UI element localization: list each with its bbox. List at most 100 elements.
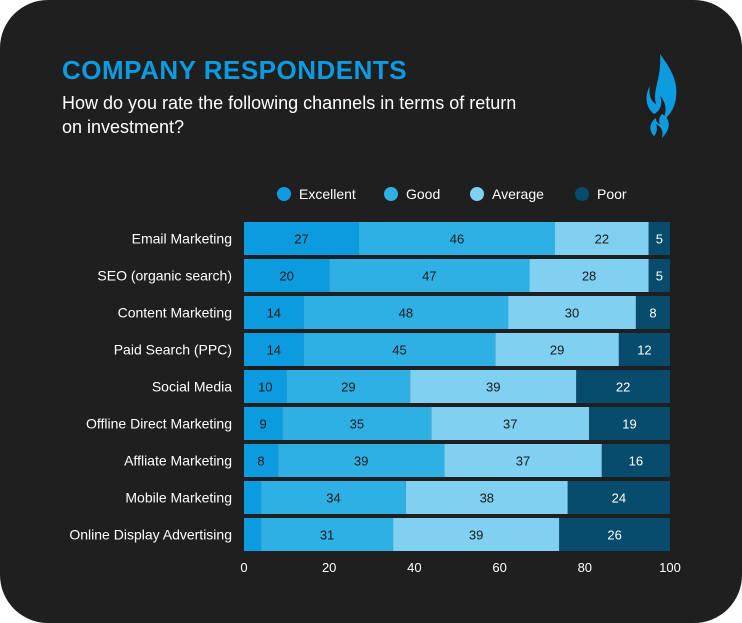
bar-segment <box>618 333 670 366</box>
bar-segment <box>244 444 279 477</box>
data-label: 47 <box>422 269 436 284</box>
bar-segment <box>244 370 287 403</box>
data-label: 37 <box>503 417 517 432</box>
bar-segment <box>444 444 602 477</box>
bar-segment <box>635 296 670 329</box>
data-label: 37 <box>516 454 530 469</box>
bar-segment <box>529 259 649 292</box>
data-label: 10 <box>258 380 272 395</box>
legend-marker-0 <box>277 187 291 201</box>
bar-segment <box>244 333 304 366</box>
data-label: 12 <box>637 343 651 358</box>
bar-segment <box>278 444 445 477</box>
bar-segment <box>405 481 568 514</box>
data-label: 5 <box>656 269 663 284</box>
legend-label-1: Good <box>406 186 440 202</box>
bar-segment <box>567 481 670 514</box>
data-label: 16 <box>629 454 643 469</box>
chart-subtitle: How do you rate the following channels i… <box>62 93 517 137</box>
bar-segment <box>508 296 636 329</box>
bar-segment <box>282 407 432 440</box>
bar-segment <box>244 407 283 440</box>
x-axis: 0 20 40 60 80 100 <box>240 560 680 575</box>
bar-segment <box>648 259 670 292</box>
bar-segment <box>576 370 670 403</box>
bar-segment <box>329 259 530 292</box>
data-label: 14 <box>267 306 281 321</box>
legend-label-0: Excellent <box>299 186 356 202</box>
bar-segment <box>648 222 670 255</box>
data-label: 30 <box>565 306 579 321</box>
data-label: 31 <box>320 528 334 543</box>
x-tick-label: 80 <box>578 560 592 575</box>
data-label: 22 <box>595 232 609 247</box>
bar-segment <box>286 370 411 403</box>
data-label: 48 <box>399 306 413 321</box>
data-label: 35 <box>350 417 364 432</box>
bar-area: 27 46 22 5 20 47 28 5 14 48 30 8 14 45 29 12 10 29 39 22 9 35… <box>244 222 670 551</box>
category-label: Mobile Marketing <box>125 490 232 506</box>
category-label: SEO (organic search) <box>97 268 232 284</box>
data-label: 8 <box>257 454 264 469</box>
legend-marker-1 <box>384 187 398 201</box>
data-label: 29 <box>341 380 355 395</box>
bar-segment <box>244 518 262 551</box>
category-label: Paid Search (PPC) <box>114 342 232 358</box>
bar-segment <box>261 481 406 514</box>
data-label: 38 <box>480 491 494 506</box>
data-label: 45 <box>392 343 406 358</box>
category-label: Social Media <box>152 379 232 395</box>
bar-segment <box>410 370 577 403</box>
data-label: 28 <box>582 269 596 284</box>
legend-marker-3 <box>575 187 589 201</box>
bar-segment <box>244 222 360 255</box>
bar-segment <box>244 481 262 514</box>
category-label: Content Marketing <box>118 305 232 321</box>
data-label: 19 <box>622 417 636 432</box>
category-labels: Email Marketing SEO (organic search) Conte… <box>69 231 232 543</box>
x-tick-label: 60 <box>492 560 506 575</box>
category-label: Email Marketing <box>132 231 232 247</box>
bar-segment <box>554 222 649 255</box>
data-label: 9 <box>260 417 267 432</box>
bar-segment <box>261 518 394 551</box>
category-label: Online Display Advertising <box>69 527 232 543</box>
bar-segment <box>589 407 670 440</box>
data-label: 8 <box>649 306 656 321</box>
legend-marker-2 <box>470 187 484 201</box>
legend-label-3: Poor <box>597 186 627 202</box>
bar-segment <box>244 296 304 329</box>
bar-segment <box>431 407 590 440</box>
bar-segment <box>559 518 670 551</box>
data-label: 24 <box>612 491 626 506</box>
data-label: 14 <box>267 343 281 358</box>
data-label: 39 <box>354 454 368 469</box>
data-label: 26 <box>607 528 621 543</box>
x-tick-label: 100 <box>659 560 681 575</box>
bar-segment <box>495 333 619 366</box>
data-label: 46 <box>450 232 464 247</box>
data-label: 22 <box>616 380 630 395</box>
flame-icon <box>646 54 677 138</box>
bar-segment <box>359 222 555 255</box>
bar-segment <box>601 444 670 477</box>
data-label: 34 <box>326 491 340 506</box>
category-label: Offline Direct Marketing <box>86 416 232 432</box>
bar-segment <box>303 296 509 329</box>
data-label: 27 <box>294 232 308 247</box>
bar-segment <box>393 518 560 551</box>
legend-label-2: Average <box>492 186 544 202</box>
x-tick-label: 20 <box>322 560 336 575</box>
data-label: 39 <box>486 380 500 395</box>
chart-title: COMPANY RESPONDENTS <box>62 55 408 85</box>
bar-segment <box>244 259 330 292</box>
data-label: 5 <box>656 232 663 247</box>
data-label: 39 <box>469 528 483 543</box>
data-label: 29 <box>550 343 564 358</box>
category-label: Affliate Marketing <box>124 453 232 469</box>
chart-legend: Excellent Good Average Poor <box>277 186 627 202</box>
data-label: 20 <box>279 269 293 284</box>
x-tick-label: 0 <box>240 560 247 575</box>
